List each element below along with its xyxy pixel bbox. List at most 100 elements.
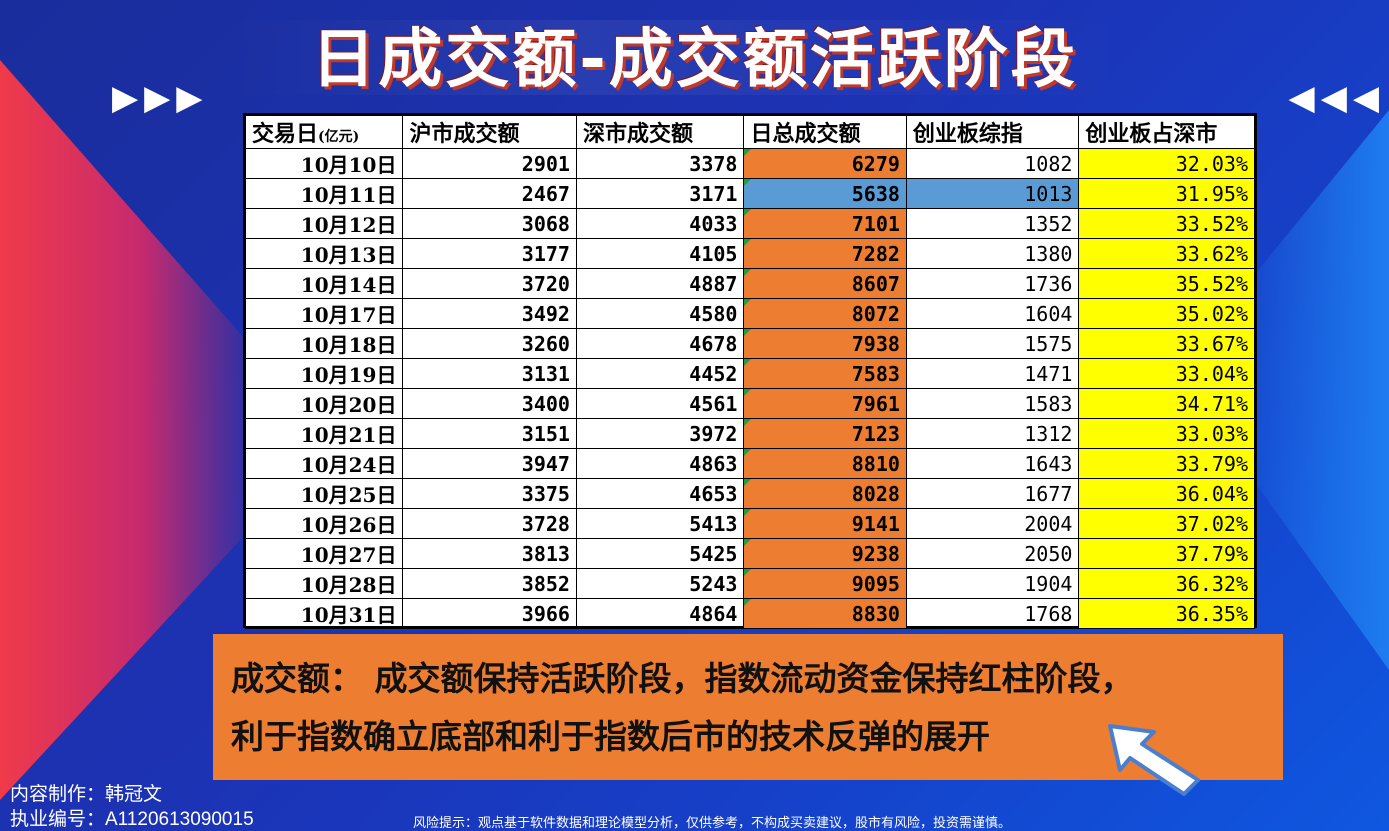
cell-gem-ratio[interactable]: 34.71% [1078,388,1255,419]
cell-sz-turnover[interactable]: 4864 [575,598,745,629]
cell-sz-turnover[interactable]: 4678 [575,328,745,359]
cell-gem-ratio[interactable]: 33.04% [1078,358,1255,389]
cell-gem-ratio[interactable]: 33.52% [1078,208,1255,239]
cell-gem-index[interactable]: 1352 [905,208,1080,239]
cell-gem-index[interactable]: 1643 [905,448,1080,479]
cell-sh-turnover[interactable]: 3852 [402,568,577,599]
cell-sh-turnover[interactable]: 2901 [402,148,577,179]
cell-gem-ratio[interactable]: 37.02% [1078,508,1255,539]
cell-gem-index[interactable]: 1471 [905,358,1080,389]
cell-date[interactable]: 10月28日 [244,568,404,599]
cell-total-turnover[interactable]: 9095 [743,568,907,599]
cell-total-turnover[interactable]: 7123 [743,418,907,449]
cell-total-turnover[interactable]: 9141 [743,508,907,539]
cell-gem-ratio[interactable]: 35.02% [1078,298,1255,329]
cell-sz-turnover[interactable]: 4105 [575,238,745,269]
cell-total-turnover[interactable]: 6279 [743,148,907,179]
cell-gem-index[interactable]: 1604 [905,298,1080,329]
cell-sz-turnover[interactable]: 4863 [575,448,745,479]
cell-date[interactable]: 10月26日 [244,508,404,539]
cell-sh-turnover[interactable]: 3492 [402,298,577,329]
cell-gem-index[interactable]: 1768 [905,598,1080,629]
cell-date[interactable]: 10月31日 [244,598,404,629]
header-total-turnover[interactable]: 日总成交额 [743,115,907,149]
cell-total-turnover[interactable]: 5638 [743,178,907,209]
cell-gem-index[interactable]: 1575 [905,328,1080,359]
cell-sh-turnover[interactable]: 3966 [402,598,577,629]
cell-date[interactable]: 10月14日 [244,268,404,299]
cell-gem-ratio[interactable]: 33.79% [1078,448,1255,479]
cell-gem-ratio[interactable]: 32.03% [1078,148,1255,179]
cell-sh-turnover[interactable]: 3131 [402,358,577,389]
cell-sz-turnover[interactable]: 5243 [575,568,745,599]
cell-gem-ratio[interactable]: 36.35% [1078,598,1255,629]
cell-total-turnover[interactable]: 7101 [743,208,907,239]
header-gem-index[interactable]: 创业板综指 [905,115,1080,149]
header-trade-date[interactable]: 交易日(亿元) [244,115,404,149]
header-sz-turnover[interactable]: 深市成交额 [575,115,745,149]
cell-sz-turnover[interactable]: 4887 [575,268,745,299]
cell-total-turnover[interactable]: 8072 [743,298,907,329]
cell-date[interactable]: 10月21日 [244,418,404,449]
cell-gem-index[interactable]: 1677 [905,478,1080,509]
cell-sz-turnover[interactable]: 4561 [575,388,745,419]
cell-total-turnover[interactable]: 7583 [743,358,907,389]
cell-sh-turnover[interactable]: 3400 [402,388,577,419]
cell-sh-turnover[interactable]: 3728 [402,508,577,539]
cell-total-turnover[interactable]: 8830 [743,598,907,629]
cell-sz-turnover[interactable]: 3378 [575,148,745,179]
cell-sh-turnover[interactable]: 3947 [402,448,577,479]
cell-sh-turnover[interactable]: 3151 [402,418,577,449]
cell-sh-turnover[interactable]: 2467 [402,178,577,209]
cell-gem-index[interactable]: 1013 [905,178,1080,209]
cell-date[interactable]: 10月25日 [244,478,404,509]
cell-sz-turnover[interactable]: 4033 [575,208,745,239]
cell-gem-ratio[interactable]: 36.32% [1078,568,1255,599]
cell-gem-ratio[interactable]: 36.04% [1078,478,1255,509]
cell-total-turnover[interactable]: 7938 [743,328,907,359]
cell-gem-ratio[interactable]: 31.95% [1078,178,1255,209]
cell-date[interactable]: 10月13日 [244,238,404,269]
cell-sh-turnover[interactable]: 3260 [402,328,577,359]
cell-date[interactable]: 10月17日 [244,298,404,329]
header-gem-ratio[interactable]: 创业板占深市 [1078,115,1255,149]
cell-gem-index[interactable]: 1736 [905,268,1080,299]
cell-total-turnover[interactable]: 8810 [743,448,907,479]
cell-sh-turnover[interactable]: 3720 [402,268,577,299]
cell-gem-ratio[interactable]: 37.79% [1078,538,1255,569]
cell-total-turnover[interactable]: 9238 [743,538,907,569]
cell-gem-index[interactable]: 1312 [905,418,1080,449]
cell-sh-turnover[interactable]: 3813 [402,538,577,569]
cell-date[interactable]: 10月27日 [244,538,404,569]
cell-gem-ratio[interactable]: 33.67% [1078,328,1255,359]
cell-sz-turnover[interactable]: 3972 [575,418,745,449]
cell-date[interactable]: 10月10日 [244,148,404,179]
cell-date[interactable]: 10月12日 [244,208,404,239]
cell-date[interactable]: 10月11日 [244,178,404,209]
cell-date[interactable]: 10月19日 [244,358,404,389]
cell-gem-ratio[interactable]: 33.03% [1078,418,1255,449]
cell-total-turnover[interactable]: 7961 [743,388,907,419]
header-sh-turnover[interactable]: 沪市成交额 [402,115,577,149]
cell-sh-turnover[interactable]: 3177 [402,238,577,269]
cell-gem-index[interactable]: 2050 [905,538,1080,569]
cell-sh-turnover[interactable]: 3375 [402,478,577,509]
cell-sz-turnover[interactable]: 4452 [575,358,745,389]
cell-total-turnover[interactable]: 8607 [743,268,907,299]
cell-gem-index[interactable]: 1380 [905,238,1080,269]
cell-sz-turnover[interactable]: 5413 [575,508,745,539]
cell-gem-index[interactable]: 1904 [905,568,1080,599]
cell-date[interactable]: 10月24日 [244,448,404,479]
cell-total-turnover[interactable]: 8028 [743,478,907,509]
cell-gem-index[interactable]: 1082 [905,148,1080,179]
cell-gem-ratio[interactable]: 33.62% [1078,238,1255,269]
cell-sz-turnover[interactable]: 4580 [575,298,745,329]
cell-sz-turnover[interactable]: 4653 [575,478,745,509]
cell-gem-index[interactable]: 2004 [905,508,1080,539]
cell-sz-turnover[interactable]: 5425 [575,538,745,569]
cell-date[interactable]: 10月18日 [244,328,404,359]
cell-gem-index[interactable]: 1583 [905,388,1080,419]
cell-sz-turnover[interactable]: 3171 [575,178,745,209]
cell-sh-turnover[interactable]: 3068 [402,208,577,239]
cell-date[interactable]: 10月20日 [244,388,404,419]
